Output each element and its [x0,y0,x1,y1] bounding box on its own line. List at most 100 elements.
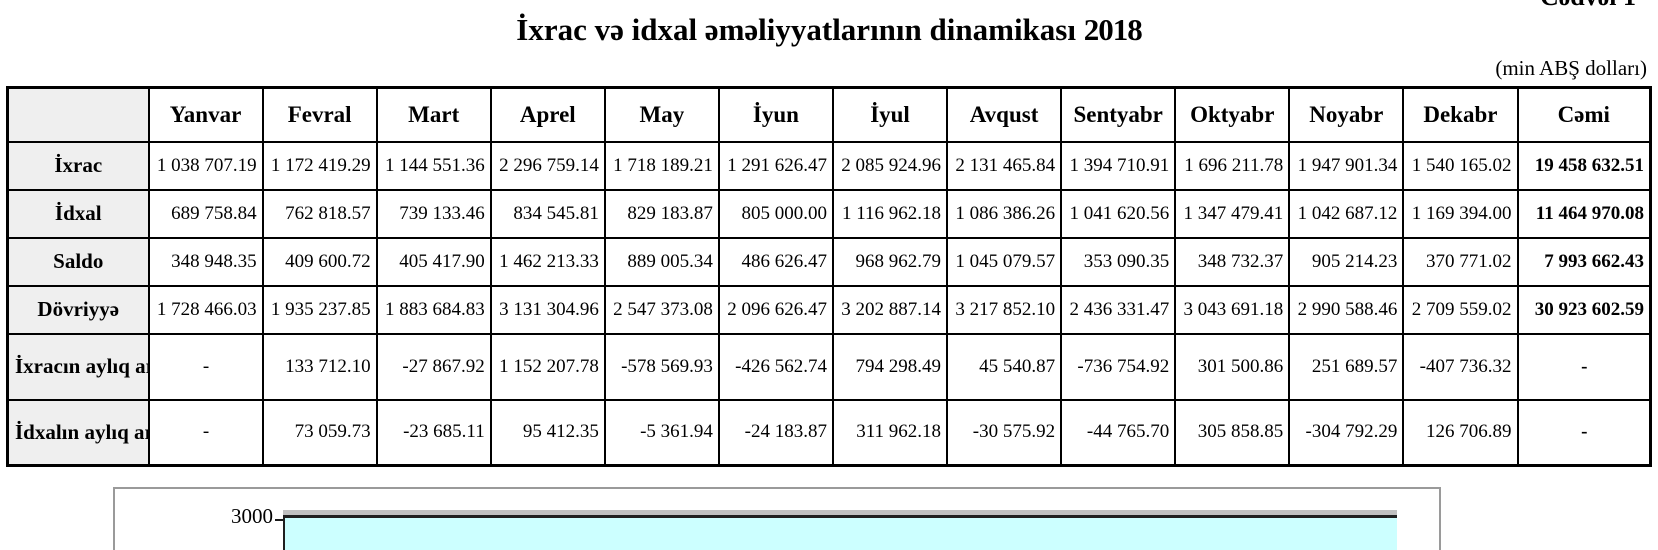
table-cell: 1 935 237.85 [261,284,378,335]
table-cell: -407 736.32 [1402,332,1519,401]
column-header: Fevral [261,86,378,143]
table-cell: 11 464 970.08 [1516,188,1652,239]
unit-note: (min ABŞ dolları) [1495,56,1647,80]
chart-frame: 3000 [113,487,1441,550]
column-header: Cəmi [1516,86,1652,143]
row-label: Dövriyyə [6,284,150,335]
row-label: İxracın aylıq artımı [6,332,150,401]
table-cell: - [147,332,264,401]
column-header: Yanvar [147,86,264,143]
table-cell: -27 867.92 [375,332,492,401]
corner-label: Cədvəl 1 [1540,0,1636,12]
table-cell: 301 500.86 [1174,332,1291,401]
row-label: Saldo [6,236,150,287]
table-cell: 1 042 687.12 [1288,188,1405,239]
table-cell: 409 600.72 [261,236,378,287]
table-cell: 1 394 710.91 [1060,140,1177,191]
row-label: İdxal [6,188,150,239]
table-cell: -304 792.29 [1288,398,1405,467]
table-cell: 1 696 211.78 [1174,140,1291,191]
table-cell: -578 569.93 [603,332,720,401]
table-cell: 7 993 662.43 [1516,236,1652,287]
table-cell: -23 685.11 [375,398,492,467]
table-row: İxracın aylıq artımı-133 712.10-27 867.9… [6,332,1652,401]
column-header: Aprel [489,86,606,143]
table-cell: 311 962.18 [831,398,949,467]
table-row: Dövriyyə 1 728 466.03 1 935 237.85 1 883 68… [6,284,1652,335]
table-cell: 2 436 331.47 [1060,284,1177,335]
table-cell: 353 090.35 [1060,236,1177,287]
page-title-text: İxrac və idxal əməliyyatlarının dinamika… [516,12,1076,47]
table-cell: -5 361.94 [603,398,720,467]
column-header: İyun [717,86,834,143]
table-cell: 370 771.02 [1402,236,1519,287]
table-row: İdxal 689 758.84 762 818.57 739 133.46 834 5… [6,188,1652,239]
table-cell: -44 765.70 [1060,398,1177,467]
table-cell: 1 041 620.56 [1060,188,1177,239]
table-cell: - [147,398,264,467]
table-cell: 73 059.73 [261,398,378,467]
table-cell: -24 183.87 [717,398,834,467]
table-cell: 794 298.49 [831,332,949,401]
table-cell: 1 116 962.18 [831,188,949,239]
table-cell: 1 172 419.29 [261,140,378,191]
table-cell: 126 706.89 [1402,398,1519,467]
table-cell: 1 045 079.57 [946,236,1063,287]
chart-y-tick-label: 3000 [231,504,273,528]
chart-y-tick-mark [275,519,285,521]
table-cell: 2 709 559.02 [1402,284,1519,335]
table-cell: 2 131 465.84 [946,140,1063,191]
table-cell: 2 085 924.96 [831,140,949,191]
table-row: İdxalın aylıq artımı-73 059.73-23 685.11… [6,398,1652,467]
page-title: İxrac və idxal əməliyyatlarının dinamika… [0,12,1658,48]
column-header: Sentyabr [1060,86,1177,143]
table-row: Saldo 348 948.35 409 600.72 405 417.90 1 462… [6,236,1652,287]
table-cell: 2 990 588.46 [1288,284,1405,335]
table-cell: 3 202 887.14 [831,284,949,335]
table-cell: 739 133.46 [375,188,492,239]
table-cell: 1 462 213.33 [489,236,606,287]
table-cell: 1 169 394.00 [1402,188,1519,239]
table-cell: 2 096 626.47 [717,284,834,335]
table-cell: 1 947 901.34 [1288,140,1405,191]
table-cell: 348 948.35 [147,236,264,287]
page-title-year: 2018 [1083,12,1143,47]
table-cell: -736 754.92 [1060,332,1177,401]
table-corner-cell [6,86,150,143]
table-cell: 2 547 373.08 [603,284,720,335]
table-cell: -426 562.74 [717,332,834,401]
table-cell: 689 758.84 [147,188,264,239]
table-cell: - [1516,398,1652,467]
column-header: Mart [375,86,492,143]
table-cell: 1 540 165.02 [1402,140,1519,191]
table-cell: 133 712.10 [261,332,378,401]
table-cell: 834 545.81 [489,188,606,239]
table-cell: 3 217 852.10 [946,284,1063,335]
table-cell: 2 296 759.14 [489,140,606,191]
table-cell: 1 291 626.47 [717,140,834,191]
table-cell: 968 962.79 [831,236,949,287]
table-cell: 486 626.47 [717,236,834,287]
table-cell: 905 214.23 [1288,236,1405,287]
table-cell: 305 858.85 [1174,398,1291,467]
table-cell: 348 732.37 [1174,236,1291,287]
table-cell: 95 412.35 [489,398,606,467]
table-cell: 30 923 602.59 [1516,284,1652,335]
table-cell: 889 005.34 [603,236,720,287]
chart-plot-area [283,515,1397,550]
table-cell: 1 038 707.19 [147,140,264,191]
table-cell: 1 347 479.41 [1174,188,1291,239]
column-header: Oktyabr [1174,86,1291,143]
table-cell: 251 689.57 [1288,332,1405,401]
column-header: İyul [831,86,949,143]
table-cell: 1 883 684.83 [375,284,492,335]
trade-dynamics-table: Yanvar Fevral Mart Aprel May İyun İyul Avqust Se… [6,86,1652,467]
table-cell: 45 540.87 [946,332,1063,401]
table-cell: 1 086 386.26 [946,188,1063,239]
table-cell: -30 575.92 [946,398,1063,467]
table-cell: 1 728 466.03 [147,284,264,335]
table-cell: - [1516,332,1652,401]
column-header: May [603,86,720,143]
column-header: Dekabr [1402,86,1519,143]
